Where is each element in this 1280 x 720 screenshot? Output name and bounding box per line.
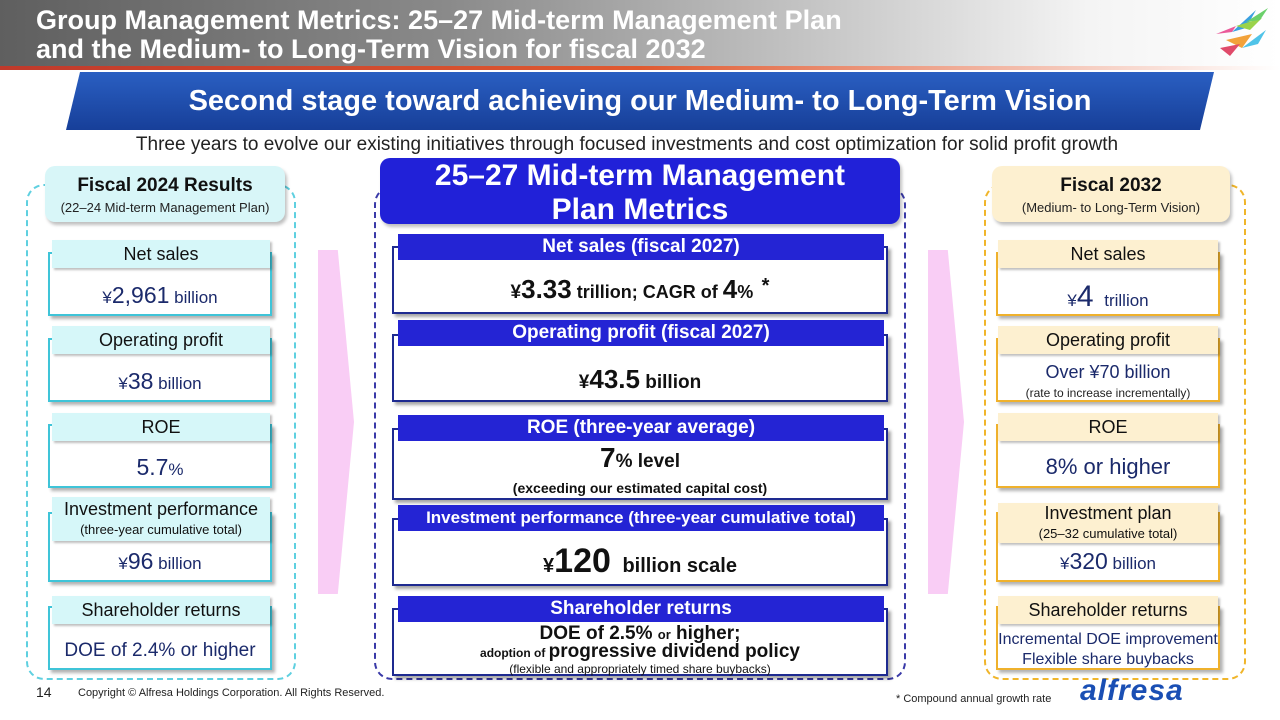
right-op-profit-value: Over ¥70 billion xyxy=(1045,362,1171,382)
right-investment-label: Investment plan (25–32 cumulative total) xyxy=(998,503,1218,543)
left-net-sales-value: ¥2,961 billion xyxy=(102,282,218,308)
mid-net-sales-label: Net sales (fiscal 2027) xyxy=(398,234,884,260)
mid-investment-value: ¥120 billion scale xyxy=(543,542,737,580)
fiscal-2032-title: Fiscal 2032 xyxy=(1060,175,1162,196)
mid-shareholder-line1: DOE of 2.5% or higher; xyxy=(539,623,741,644)
right-investment-value: ¥320 billion xyxy=(1059,548,1157,574)
right-net-sales-label: Net sales xyxy=(998,240,1218,268)
header-accent-line xyxy=(0,66,1280,70)
left-investment-value: ¥96 billion xyxy=(118,548,202,574)
plan-metrics-title-2: Plan Metrics xyxy=(551,193,729,226)
mid-op-profit-value: ¥43.5 billion xyxy=(578,364,702,394)
mid-shareholder-label: Shareholder returns xyxy=(398,596,884,622)
subtitle: Three years to evolve our existing initi… xyxy=(135,134,1119,155)
stage-banner: Second stage toward achieving our Medium… xyxy=(66,72,1214,130)
title-line-2: and the Medium- to Long-Term Vision for … xyxy=(36,34,706,64)
mid-roe-label: ROE (three-year average) xyxy=(398,415,884,441)
title-line-1: Group Management Metrics: 25–27 Mid-term… xyxy=(36,5,842,35)
footnote: * Compound annual growth rate xyxy=(896,693,1052,705)
right-shareholder-line1: Incremental DOE improvement xyxy=(998,631,1218,648)
arrow-right-icon xyxy=(928,250,964,594)
header-bar: Group Management Metrics: 25–27 Mid-term… xyxy=(0,0,1280,66)
right-op-profit-note: (rate to increase incrementally) xyxy=(1025,386,1191,400)
page-number: 14 xyxy=(36,684,52,700)
right-shareholder-label: Shareholder returns xyxy=(998,596,1218,624)
right-net-sales-value: ¥4 trillion xyxy=(1067,280,1149,313)
fiscal-2032-header: Fiscal 2032 (Medium- to Long-Term Vision… xyxy=(992,166,1230,222)
fiscal-2024-title: Fiscal 2024 Results xyxy=(77,175,253,196)
copyright: Copyright © Alfresa Holdings Corporation… xyxy=(78,687,385,699)
left-investment-label: Investment performance (three-year cumul… xyxy=(52,497,270,541)
right-roe-label: ROE xyxy=(998,413,1218,441)
left-shareholder-value: DOE of 2.4% or higher xyxy=(64,640,256,661)
mid-shareholder-line2: adoption of progressive dividend policy xyxy=(480,641,800,662)
mid-investment-label: Investment performance (three-year cumul… xyxy=(398,505,884,531)
left-net-sales-label: Net sales xyxy=(52,240,270,268)
brand-mark-icon xyxy=(1216,8,1268,56)
left-shareholder-label: Shareholder returns xyxy=(52,596,270,624)
fiscal-2024-subtitle: (22–24 Mid-term Management Plan) xyxy=(60,200,270,215)
fiscal-2024-header: Fiscal 2024 Results (22–24 Mid-term Mana… xyxy=(45,166,285,222)
brand-logo: alfresa xyxy=(1080,674,1184,707)
left-roe-label: ROE xyxy=(52,413,270,441)
mid-roe-value: 7% level xyxy=(599,442,680,473)
left-op-profit-label: Operating profit xyxy=(52,326,270,354)
mid-op-profit-label: Operating profit (fiscal 2027) xyxy=(398,320,884,346)
mid-shareholder-line3: (flexible and appropriately timed share … xyxy=(509,662,771,676)
fiscal-2032-subtitle: (Medium- to Long-Term Vision) xyxy=(1021,200,1201,215)
plan-metrics-title-1: 25–27 Mid-term Management xyxy=(434,159,846,192)
left-op-profit-value: ¥38 billion xyxy=(118,368,202,394)
mid-net-sales-value: ¥3.33 trillion; CAGR of 4% * xyxy=(510,274,770,304)
arrow-right-icon xyxy=(318,250,354,594)
banner-text: Second stage toward achieving our Medium… xyxy=(188,84,1092,117)
left-roe-value: 5.7% xyxy=(136,454,184,480)
right-op-profit-label: Operating profit xyxy=(998,326,1218,354)
right-roe-value: 8% or higher xyxy=(1045,454,1171,479)
mid-roe-note: (exceeding our estimated capital cost) xyxy=(512,480,768,496)
right-shareholder-line2: Flexible share buybacks xyxy=(1022,651,1194,668)
plan-metrics-header: 25–27 Mid-term Management Plan Metrics xyxy=(380,158,900,226)
page-title: Group Management Metrics: 25–27 Mid-term… xyxy=(36,6,842,64)
